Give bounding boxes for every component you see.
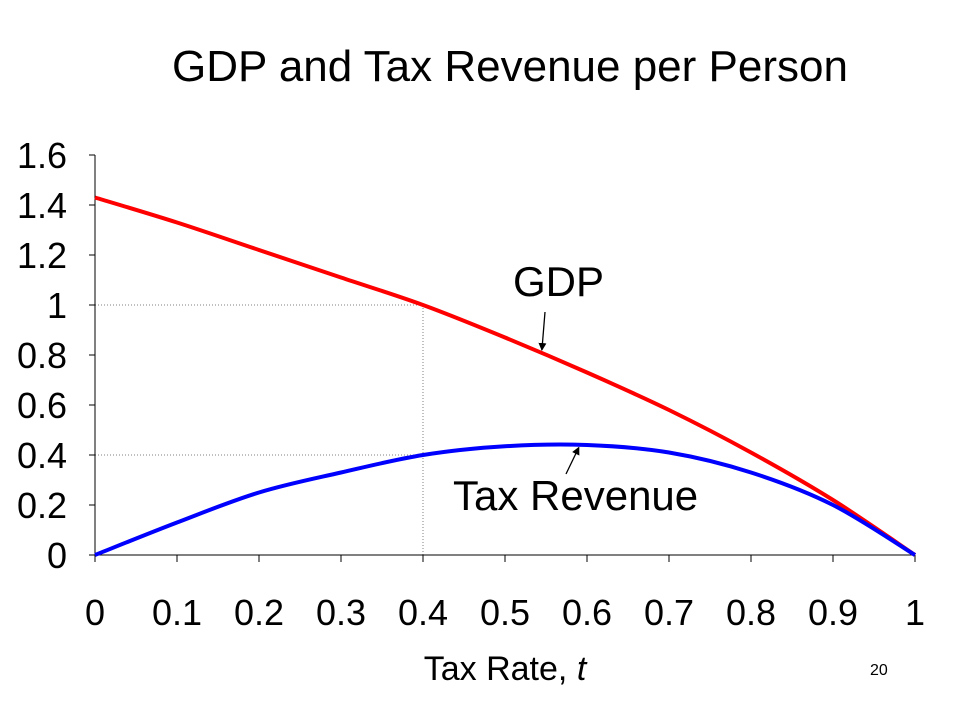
x-tick-label: 0.9 <box>808 592 858 633</box>
x-tick-label: 0 <box>85 592 105 633</box>
x-tick-label: 0.7 <box>644 592 694 633</box>
x-axis-label: Tax Rate, t <box>424 650 588 688</box>
annotations: GDP Tax Revenue <box>453 258 698 519</box>
ticks: 0 0.2 0.4 0.6 0.8 1 1.2 1.4 1.6 0 0.1 0.2 0.3 0.4 0.5 0… <box>17 135 925 633</box>
y-tick-label: 1.2 <box>17 235 67 276</box>
series <box>94 195 917 557</box>
x-axis-label-text: Tax Rate, <box>424 650 577 688</box>
x-tick-label: 1 <box>905 592 925 633</box>
y-tick-label: 0.2 <box>17 485 67 526</box>
x-tick-label: 0.3 <box>316 592 366 633</box>
y-tick-label: 1 <box>47 285 67 326</box>
y-tick-label: 0.4 <box>17 435 67 476</box>
y-tick-label: 0.6 <box>17 385 67 426</box>
x-tick-label: 0.2 <box>234 592 284 633</box>
y-tick-label: 0.8 <box>17 335 67 376</box>
x-tick-label: 0.6 <box>562 592 612 633</box>
y-tick-label: 1.6 <box>17 135 67 176</box>
slide-number: 20 <box>870 662 888 679</box>
reference-lines <box>95 304 424 555</box>
gdp-series-line <box>94 195 917 557</box>
x-tick-label: 0.4 <box>398 592 448 633</box>
gdp-annotation-arrow <box>538 311 547 351</box>
x-tick-label: 0.8 <box>726 592 776 633</box>
y-tick-label: 0 <box>47 535 67 576</box>
x-axis-label-variable: t <box>577 650 588 688</box>
chart-title: GDP and Tax Revenue per Person <box>172 42 848 91</box>
tax-revenue-annotation-label: Tax Revenue <box>453 472 698 519</box>
tax-revenue-annotation-arrow <box>565 446 580 475</box>
gdp-annotation-label: GDP <box>513 258 604 305</box>
tax-revenue-series-line <box>94 442 917 557</box>
x-tick-label: 0.1 <box>152 592 202 633</box>
y-tick-label: 1.4 <box>17 185 67 226</box>
x-tick-label: 0.5 <box>480 592 530 633</box>
